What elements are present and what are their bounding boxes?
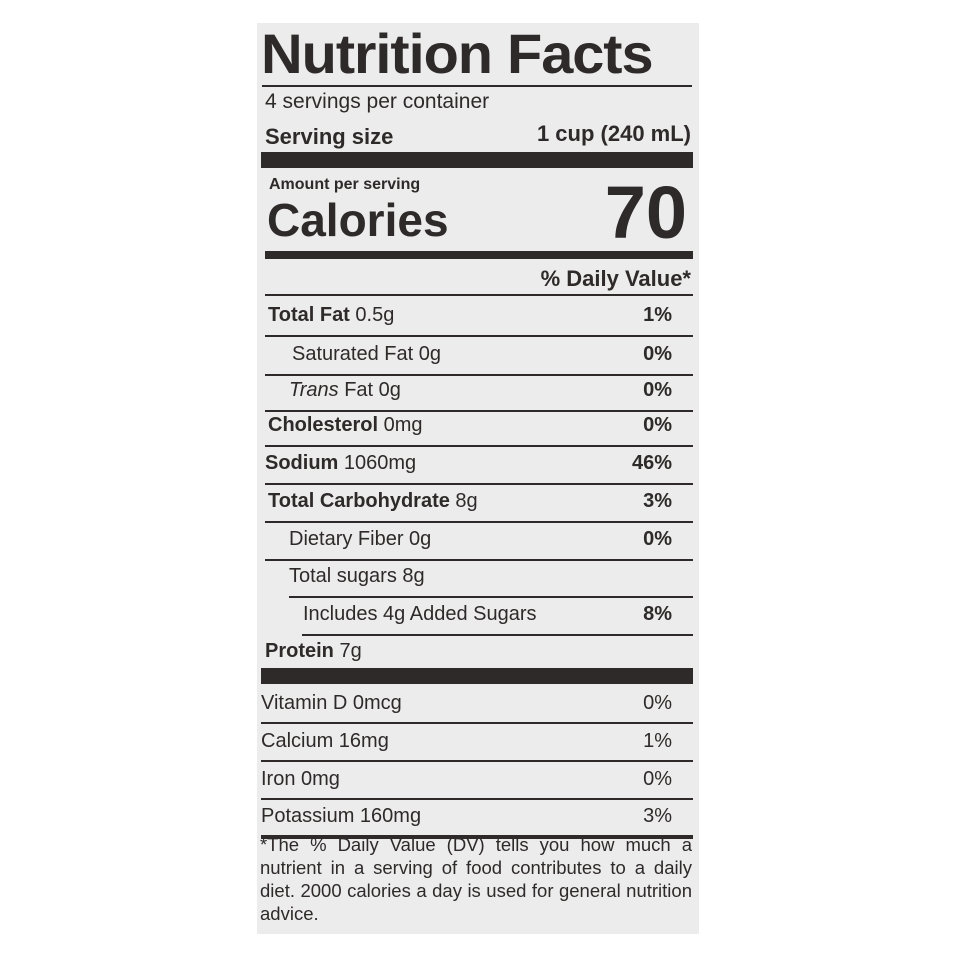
nutrient-dv: 8% bbox=[643, 603, 672, 625]
nutrient-row: Trans Fat 0g 0% bbox=[257, 378, 699, 402]
nutrient-row: Saturated Fat 0g 0% bbox=[257, 342, 699, 366]
vitamin-name: Vitamin D 0mcg bbox=[261, 692, 402, 714]
nutrient-dv: 0% bbox=[643, 528, 672, 550]
label-title: Nutrition Facts bbox=[261, 22, 654, 85]
vitamin-name: Calcium 16mg bbox=[261, 730, 389, 752]
vitamin-dv: 3% bbox=[643, 805, 672, 827]
divider bbox=[261, 835, 693, 839]
divider bbox=[265, 294, 693, 296]
nutrient-bold: Cholesterol bbox=[268, 414, 379, 436]
amount-per-serving: Amount per serving bbox=[269, 176, 421, 193]
nutrient-name: Trans Fat 0g bbox=[289, 378, 401, 402]
nutrient-name: Sodium 1060mg bbox=[265, 451, 416, 475]
nutrient-name: Cholesterol 0mg bbox=[268, 413, 423, 437]
nutrient-amount: 8g bbox=[449, 490, 478, 512]
divider bbox=[265, 335, 693, 337]
vitamin-name: Potassium 160mg bbox=[261, 805, 422, 827]
medium-divider bbox=[265, 251, 693, 259]
vitamin-name: Iron 0mg bbox=[261, 768, 340, 790]
nutrient-name: Dietary Fiber 0g bbox=[289, 527, 431, 551]
vitamin-row: Iron 0mg 0% bbox=[257, 767, 699, 791]
nutrient-amount: 7g bbox=[333, 640, 362, 662]
divider bbox=[289, 596, 693, 598]
nutrient-row: Total Carbohydrate 8g 3% bbox=[257, 489, 699, 513]
nutrient-amount: Fat 0g bbox=[338, 379, 401, 401]
nutrient-name: Saturated Fat 0g bbox=[292, 342, 441, 366]
nutrient-row: Sodium 1060mg 46% bbox=[257, 451, 699, 475]
nutrient-italic: Trans bbox=[289, 379, 339, 401]
divider bbox=[261, 798, 693, 800]
thick-divider bbox=[261, 668, 693, 684]
divider bbox=[261, 760, 693, 762]
vitamin-row: Calcium 16mg 1% bbox=[257, 729, 699, 753]
nutrient-amount: Total sugars 8g bbox=[289, 565, 425, 587]
nutrient-row: Cholesterol 0mg 0% bbox=[257, 413, 699, 437]
nutrient-amount: 0mg bbox=[378, 414, 423, 436]
divider bbox=[265, 445, 693, 447]
nutrient-name: Includes 4g Added Sugars bbox=[303, 602, 537, 626]
nutrition-facts-label: Nutrition Facts 4 servings per container… bbox=[257, 22, 699, 934]
nutrient-row: Protein 7g bbox=[257, 639, 699, 663]
servings-per-container: 4 servings per container bbox=[265, 90, 490, 113]
divider bbox=[302, 634, 693, 636]
nutrient-dv: 3% bbox=[643, 490, 672, 512]
nutrient-row: Dietary Fiber 0g 0% bbox=[257, 527, 699, 551]
nutrient-amount: 1060mg bbox=[338, 452, 417, 474]
divider bbox=[261, 722, 693, 724]
serving-size-label: Serving size bbox=[265, 124, 394, 149]
nutrient-name: Protein 7g bbox=[265, 639, 362, 663]
thick-divider bbox=[261, 152, 693, 168]
vitamin-row: Vitamin D 0mcg 0% bbox=[257, 691, 699, 715]
nutrient-dv: 46% bbox=[631, 452, 672, 474]
divider bbox=[265, 521, 693, 523]
calories-label: Calories bbox=[267, 194, 449, 246]
nutrient-bold: Protein bbox=[265, 640, 334, 662]
nutrient-dv: 0% bbox=[643, 343, 672, 365]
nutrient-name: Total Fat 0.5g bbox=[268, 303, 394, 327]
nutrient-dv: 0% bbox=[643, 379, 672, 401]
nutrient-bold: Sodium bbox=[265, 452, 339, 474]
nutrient-row: Total sugars 8g bbox=[257, 564, 699, 588]
nutrient-amount: Includes 4g Added Sugars bbox=[303, 603, 537, 625]
divider bbox=[265, 559, 693, 561]
divider bbox=[265, 483, 693, 485]
serving-size-value: 1 cup (240 mL) bbox=[536, 121, 691, 146]
nutrient-name: Total sugars 8g bbox=[289, 564, 425, 588]
nutrient-dv: 0% bbox=[643, 414, 672, 436]
nutrient-row: Includes 4g Added Sugars 8% bbox=[257, 602, 699, 626]
divider bbox=[265, 374, 693, 376]
nutrient-bold: Total Fat bbox=[268, 304, 350, 326]
nutrient-name: Total Carbohydrate 8g bbox=[268, 489, 478, 513]
calories-value: 70 bbox=[604, 171, 687, 254]
divider bbox=[265, 410, 693, 412]
vitamin-row: Potassium 160mg 3% bbox=[257, 804, 699, 828]
vitamin-dv: 0% bbox=[643, 692, 672, 714]
vitamin-dv: 0% bbox=[643, 768, 672, 790]
vitamin-dv: 1% bbox=[643, 730, 672, 752]
daily-value-header: % Daily Value* bbox=[540, 266, 691, 291]
nutrient-bold: Total Carbohydrate bbox=[268, 490, 450, 512]
divider bbox=[262, 85, 692, 87]
nutrient-amount: Dietary Fiber 0g bbox=[289, 528, 432, 550]
nutrient-amount: Saturated Fat 0g bbox=[292, 343, 441, 365]
nutrient-row: Total Fat 0.5g 1% bbox=[257, 303, 699, 327]
nutrient-dv: 1% bbox=[643, 304, 672, 326]
footnote: *The % Daily Value (DV) tells you how mu… bbox=[260, 834, 692, 924]
nutrient-amount: 0.5g bbox=[349, 304, 395, 326]
